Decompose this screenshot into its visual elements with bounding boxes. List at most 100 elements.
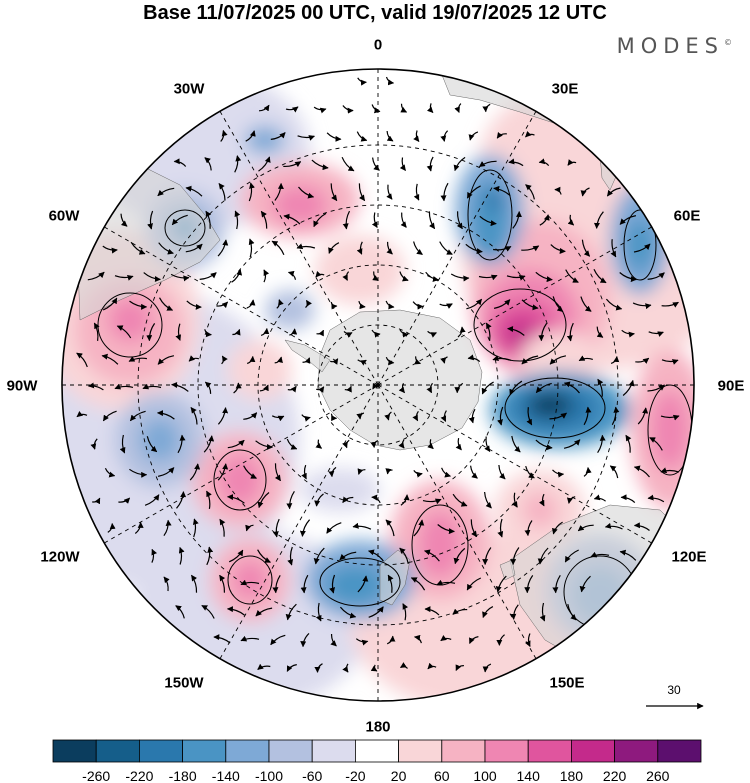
wind-vector (566, 322, 574, 342)
wind-vector (300, 632, 310, 648)
contour (97, 292, 163, 358)
colorbar-swatch (95, 739, 140, 763)
wind-vector (413, 519, 425, 537)
wind-vector (272, 518, 280, 538)
wind-vector (227, 494, 245, 504)
wind-vector (427, 330, 437, 338)
contour (473, 288, 567, 362)
wind-vector (157, 410, 175, 420)
copyright-mark: © (724, 38, 732, 47)
wind-vector (92, 497, 101, 505)
wind-vector (368, 549, 384, 562)
wind-vector (493, 245, 512, 252)
lon-label-60w: 60W (48, 207, 80, 225)
wind-vector (330, 358, 339, 365)
contour (623, 209, 657, 281)
wind-vector (400, 103, 408, 113)
wind-vector (436, 579, 456, 586)
colorbar-swatch (484, 739, 529, 763)
wind-vector (283, 161, 302, 168)
wind-vector (425, 271, 439, 282)
wind-vector (385, 356, 395, 366)
wind-vector (185, 243, 203, 253)
wind-vector (151, 548, 157, 563)
anomaly-patch (228, 340, 292, 400)
wind-vector (482, 547, 492, 566)
wind-vector (315, 271, 325, 278)
wind-vector (157, 467, 175, 477)
wind-vector (204, 381, 212, 394)
wind-vector (498, 464, 506, 480)
anomaly-patch (325, 565, 385, 605)
wind-vector (344, 385, 352, 393)
wind-vector (633, 522, 650, 531)
wind-vector (521, 245, 540, 252)
antarctic-peninsula (284, 339, 331, 373)
wind-vector (398, 383, 405, 394)
wind-vector (255, 440, 273, 450)
wind-vector (510, 604, 519, 620)
wind-vector (400, 212, 407, 228)
wind-vector (274, 356, 283, 364)
wind-vector (301, 464, 307, 480)
wind-vector (606, 187, 621, 197)
colorbar-tick-label: 220 (603, 768, 627, 783)
wind-vector (299, 519, 311, 537)
anomaly-patch (232, 560, 268, 600)
wind-vector (648, 331, 664, 337)
map-title: Base 11/07/2025 00 UTC, valid 19/07/2025… (143, 2, 607, 24)
anomaly-patch (108, 298, 152, 342)
wind-vector (191, 574, 198, 593)
wind-vector (455, 437, 462, 451)
wind-vector (158, 242, 174, 255)
wind-vector (107, 523, 116, 533)
wind-vector (466, 577, 482, 591)
wind-vector (371, 104, 381, 114)
wind-vector (342, 210, 351, 230)
lon-label-150e: 150E (549, 674, 585, 692)
contour (227, 555, 273, 605)
wind-vector (342, 105, 354, 114)
colorbar-swatch (657, 739, 702, 763)
wind-vector (538, 323, 548, 342)
wind-vector (192, 518, 199, 538)
wind-vector (385, 76, 395, 86)
wind-vector (580, 187, 590, 197)
wind-vector (357, 77, 367, 86)
wind-vector (426, 156, 434, 172)
wind-vector (339, 551, 357, 561)
wind-vector (526, 407, 533, 426)
wind-vector (144, 494, 160, 506)
wind-vector (400, 494, 410, 506)
wind-vector (357, 359, 367, 366)
wind-vector (385, 468, 393, 475)
lon-label-120w: 120W (40, 548, 80, 566)
wind-vector (410, 577, 426, 591)
wind-vector (457, 326, 466, 338)
contour (164, 209, 206, 247)
lon-label-60e: 60E (673, 207, 701, 225)
wind-vector (414, 356, 421, 365)
colorbar-swatch (441, 739, 486, 763)
wind-vector (146, 436, 158, 453)
wind-vector (143, 272, 161, 283)
wind-vector (314, 493, 324, 507)
wind-vector (439, 303, 453, 309)
wind-vector (525, 130, 535, 138)
wind-vector (437, 524, 455, 535)
wind-vector (386, 184, 393, 200)
colorbar-swatch (182, 739, 227, 763)
wind-vector (427, 662, 437, 670)
wind-vector (581, 239, 591, 257)
wind-vector (104, 467, 116, 478)
wind-vector (157, 187, 175, 197)
graticule (62, 69, 694, 701)
wind-vector (342, 271, 350, 281)
wind-vector (511, 435, 521, 453)
wind-vector (399, 662, 408, 669)
wind-vector (414, 634, 422, 644)
wind-vector (495, 575, 507, 593)
wind-vector (511, 492, 518, 508)
contour (213, 449, 267, 511)
colorbar-tick-label: 140 (517, 768, 541, 783)
